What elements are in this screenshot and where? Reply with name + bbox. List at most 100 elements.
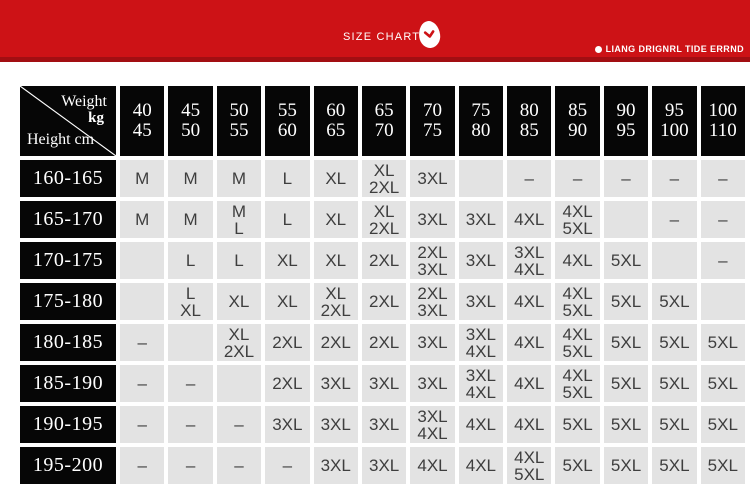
size-cell: – — [168, 406, 213, 443]
size-cell: 5XL — [652, 406, 697, 443]
size-cell: 5XL — [603, 324, 649, 361]
size-cell: 3XL 4XL — [507, 242, 552, 279]
size-cell: 5XL — [700, 406, 745, 443]
size-cell: XL 2XL — [216, 324, 262, 361]
size-value: 4XL — [562, 201, 593, 221]
size-cell: – — [700, 160, 745, 197]
size-value: 5XL — [562, 456, 593, 475]
size-value: XL — [276, 251, 298, 270]
size-value: XL — [325, 210, 347, 229]
corner-kg-label: kg — [88, 110, 104, 126]
banner-divider — [0, 57, 750, 62]
weight-col-label: 75 — [471, 100, 491, 121]
size-cell: 5XL — [700, 447, 745, 484]
size-value: 3XL — [368, 456, 400, 475]
size-value: 2XL — [368, 218, 400, 238]
height-row-header: 160-165 — [20, 160, 116, 197]
size-cell: 3XL — [265, 406, 310, 443]
size-cell: – — [168, 365, 213, 402]
size-cell: 5XL — [652, 324, 697, 361]
size-cell: XL — [265, 242, 310, 279]
size-cell: – — [120, 447, 165, 484]
size-cell: 3XL — [410, 201, 455, 238]
size-value: M — [183, 169, 198, 188]
size-value: 3XL — [417, 333, 448, 352]
size-value: 3XL — [465, 324, 496, 344]
size-value: 3XL — [465, 292, 496, 311]
banner-title: SIZE CHARTS — [343, 31, 429, 43]
size-value: – — [718, 169, 728, 188]
size-value: 3XL — [320, 374, 351, 393]
weight-col-label: 100 — [660, 120, 689, 141]
height-row-header: 180-185 — [20, 324, 116, 361]
size-value: XL — [325, 169, 347, 188]
size-cell: 4XL — [507, 201, 552, 238]
size-cell: 5XL — [603, 283, 649, 320]
size-value: M — [183, 210, 198, 229]
size-cell: – — [168, 447, 213, 484]
size-value: 2XL — [272, 374, 303, 393]
weight-col-header: 85 90 — [555, 86, 600, 156]
header-banner: SIZE CHARTS LIANG DRIGNRL TIDE ERRND — [0, 0, 750, 62]
size-value: 5XL — [562, 382, 593, 402]
size-cell: 4XL 5XL — [555, 324, 600, 361]
chevron-down-icon[interactable] — [417, 19, 442, 50]
size-cell: L — [265, 160, 310, 197]
size-value: – — [137, 333, 147, 352]
size-value: 4XL — [514, 259, 545, 279]
size-cell — [168, 324, 213, 361]
size-cell: 5XL — [555, 447, 600, 484]
size-cell — [120, 242, 165, 279]
size-value: 4XL — [562, 365, 593, 385]
size-value: L — [234, 251, 244, 270]
size-cell — [120, 283, 165, 320]
weight-col-label: 50 — [181, 120, 201, 141]
size-cell: 3XL — [361, 406, 407, 443]
size-value: XL — [180, 300, 201, 320]
size-cell: – — [652, 160, 697, 197]
weight-col-header: 50 55 — [216, 86, 262, 156]
size-cell: 5XL — [555, 406, 600, 443]
size-cell: – — [700, 201, 745, 238]
size-value: L — [185, 251, 196, 270]
size-value: 2XL — [368, 251, 400, 270]
size-value: 3XL — [368, 374, 400, 393]
weight-col-header: 100 110 — [700, 86, 745, 156]
size-cell: XL — [216, 283, 262, 320]
size-cell: M — [120, 201, 165, 238]
diagonal-divider — [20, 86, 116, 156]
size-value: 5XL — [562, 300, 593, 320]
size-value: 3XL — [417, 169, 448, 188]
size-cell: 5XL — [603, 447, 649, 484]
weight-col-label: 45 — [181, 100, 201, 121]
weight-col-label: 65 — [374, 100, 394, 121]
weight-col-header: 65 70 — [361, 86, 407, 156]
size-value: 5XL — [610, 415, 642, 434]
brand-line: LIANG DRIGNRL TIDE ERRND — [594, 44, 744, 54]
size-cell: 5XL — [603, 406, 649, 443]
size-value: 4XL — [417, 456, 448, 475]
size-value: 3XL — [417, 406, 448, 426]
size-cell: 4XL — [458, 406, 504, 443]
size-value: L — [234, 218, 244, 238]
size-value: 4XL — [562, 324, 593, 344]
size-cell: 5XL — [700, 324, 745, 361]
size-value: 4XL — [514, 447, 545, 467]
size-value: L — [282, 169, 293, 188]
size-value: M — [231, 169, 247, 188]
size-cell: M — [168, 201, 213, 238]
weight-col-label: 40 — [132, 100, 152, 121]
weight-col-header: 80 85 — [507, 86, 552, 156]
weight-col-header: 70 75 — [410, 86, 455, 156]
size-cell: XL 2XL — [361, 201, 407, 238]
size-value: 4XL — [514, 333, 545, 352]
corner-height-label: Height cm — [27, 131, 95, 148]
size-cell — [700, 283, 745, 320]
size-cell: 2XL 3XL — [410, 242, 455, 279]
size-cell: 3XL — [410, 324, 455, 361]
size-value: 5XL — [707, 333, 738, 352]
size-value: 5XL — [707, 374, 738, 393]
size-value: 3XL — [320, 456, 351, 475]
weight-col-label: 85 — [519, 120, 539, 141]
